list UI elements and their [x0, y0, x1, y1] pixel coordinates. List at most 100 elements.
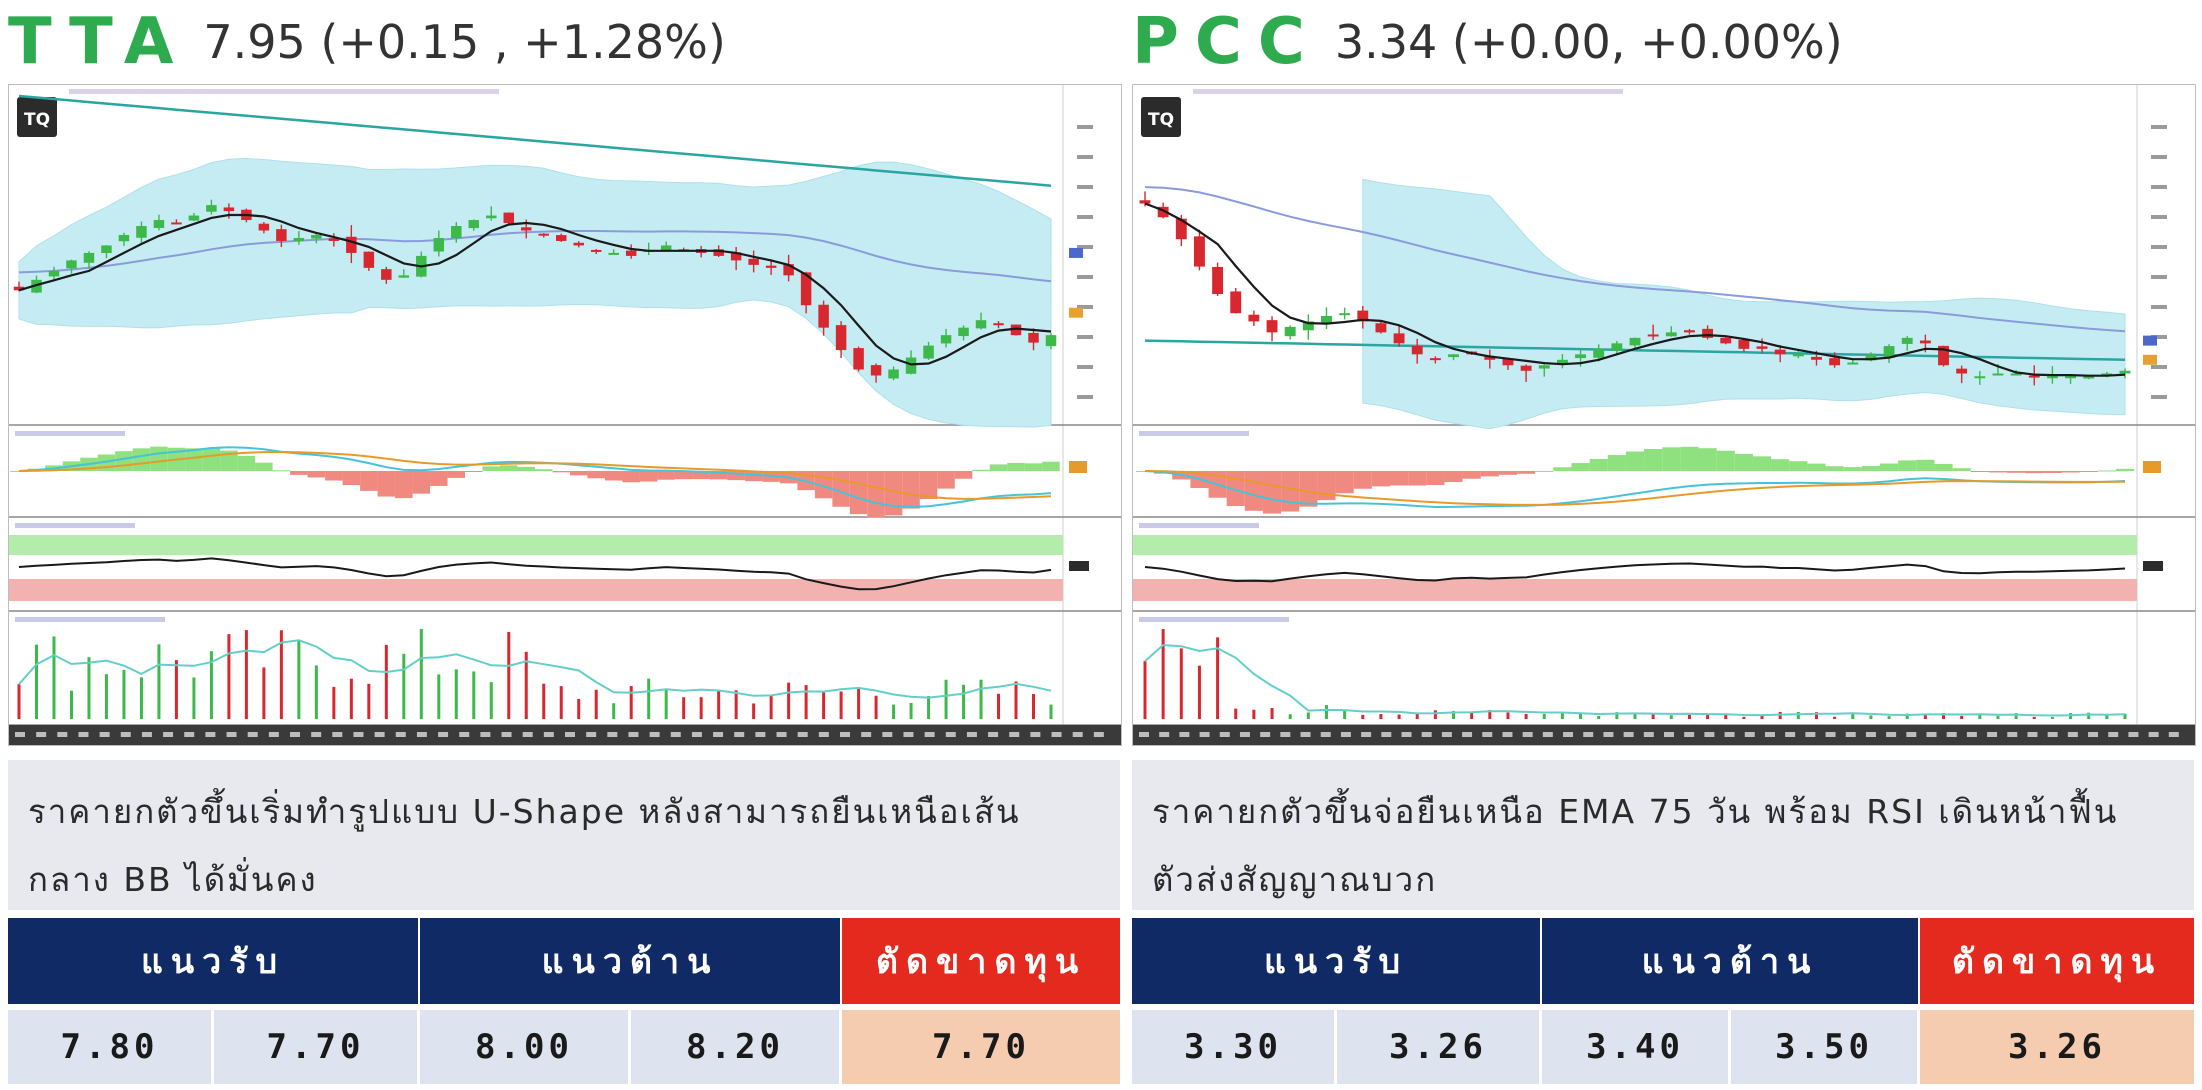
candle-body	[276, 229, 287, 241]
date-tick-label	[1159, 732, 1170, 737]
macd-histogram-bar	[674, 471, 693, 480]
volume-bar	[839, 691, 843, 719]
chart-svg: TQ	[1133, 85, 2195, 745]
date-tick-label	[268, 732, 279, 737]
volume-bar	[349, 678, 353, 719]
macd-histogram-bar	[1335, 471, 1354, 494]
volume-bar	[1306, 712, 1310, 719]
macd-histogram-bar	[2097, 470, 2116, 472]
volume-bar	[1796, 711, 1800, 719]
ticker-symbol: TTA	[8, 5, 190, 79]
candle-body	[188, 215, 200, 221]
date-tick-label	[1441, 732, 1452, 737]
candle-body	[1393, 333, 1405, 344]
candle-body	[468, 220, 480, 229]
date-tick-label	[1239, 732, 1250, 737]
ema-long-line	[18, 94, 1052, 187]
macd-histogram-bar	[1662, 447, 1681, 471]
support-header: แนวรับ	[8, 918, 420, 1004]
volume-bar	[787, 682, 791, 719]
volume-bar	[524, 651, 528, 719]
macd-histogram-bar	[1988, 471, 2008, 473]
macd-histogram-bar	[552, 471, 570, 473]
ma-short-line	[18, 213, 1052, 366]
date-tick-label	[1361, 732, 1372, 737]
volume-bar	[1814, 712, 1818, 719]
candle-body	[1212, 266, 1224, 295]
macd-histogram-bar	[1807, 463, 1826, 471]
macd-histogram-bar	[1880, 463, 1899, 471]
price-marker	[2143, 335, 2157, 346]
stock-header: TTA 7.95 (+0.15 , +1.28%)	[8, 0, 726, 84]
macd-histogram-bar	[1353, 471, 1372, 489]
volume-bar	[437, 674, 441, 719]
volume-bar	[1942, 713, 1946, 719]
date-tick-label	[1199, 732, 1210, 737]
candle-body	[293, 237, 305, 242]
date-tick-label	[797, 732, 808, 737]
date-tick-label	[1381, 732, 1392, 737]
candle-body	[590, 249, 602, 252]
candle-body	[1484, 355, 1496, 360]
candle-body	[713, 249, 724, 256]
date-tick-label	[438, 732, 449, 737]
macd-histogram-bar	[325, 471, 343, 481]
volume-bar	[314, 665, 318, 719]
candle-body	[818, 304, 829, 328]
date-tick-label	[1684, 732, 1695, 737]
candle-body	[538, 233, 549, 236]
date-tick-label	[649, 732, 660, 737]
candle-body	[1339, 313, 1351, 316]
macd-histogram-bar	[1970, 471, 1989, 472]
macd-histogram-bar	[290, 471, 308, 475]
macd-histogram-bar	[202, 447, 221, 471]
date-tick-label	[1219, 732, 1230, 737]
date-tick-label	[480, 732, 491, 737]
date-tick-label	[734, 732, 745, 737]
macd-histogram-bar	[972, 469, 990, 471]
date-tick-label	[1664, 732, 1674, 737]
volume-bar	[1197, 665, 1201, 719]
price-tick-label	[2151, 245, 2167, 249]
date-tick-label	[1542, 732, 1553, 737]
volume-bar	[1923, 713, 1927, 719]
candle-body	[66, 260, 77, 269]
volume-bar	[507, 631, 511, 719]
support-2: 3.26	[1337, 1010, 1542, 1084]
volume-bar	[699, 697, 703, 719]
date-tick-label	[1320, 732, 1331, 737]
macd-histogram-bar	[1480, 471, 1499, 477]
date-tick-label	[713, 732, 724, 737]
volume-bar	[1760, 715, 1764, 719]
macd-histogram-bar	[1024, 463, 1043, 471]
date-tick-label	[1482, 732, 1493, 737]
volume-bar	[2050, 716, 2054, 719]
volume-bar	[1579, 713, 1583, 719]
candle-body	[2101, 373, 2113, 376]
volume-bar	[1397, 714, 1401, 719]
candle-body	[503, 212, 515, 224]
volume-bar	[2014, 713, 2018, 719]
date-tick-label	[459, 732, 470, 737]
macd-histogram-bar	[1789, 461, 1808, 471]
date-tick-label	[1744, 732, 1755, 737]
date-tick-label	[2168, 732, 2179, 737]
macd-histogram-bar	[1042, 461, 1060, 471]
candle-body	[923, 345, 934, 359]
volume-bar	[1433, 710, 1437, 719]
candle-body	[1520, 365, 1532, 371]
volume-bar	[139, 677, 143, 719]
candle-body	[363, 251, 375, 268]
volume-bar	[1833, 716, 1837, 719]
macd-histogram-bar	[1843, 467, 1862, 471]
ema-mid-line	[18, 230, 1052, 283]
macd-histogram-bar	[1734, 453, 1753, 471]
candle-body	[1919, 340, 1931, 344]
price-tick-label	[2151, 125, 2167, 129]
price-tick-label	[2151, 365, 2167, 369]
date-tick-label	[1966, 732, 1977, 737]
volume-legend	[1139, 617, 1289, 622]
resistance-1: 3.40	[1542, 1010, 1731, 1084]
candle-body	[2083, 376, 2095, 379]
candle-body	[83, 252, 95, 263]
